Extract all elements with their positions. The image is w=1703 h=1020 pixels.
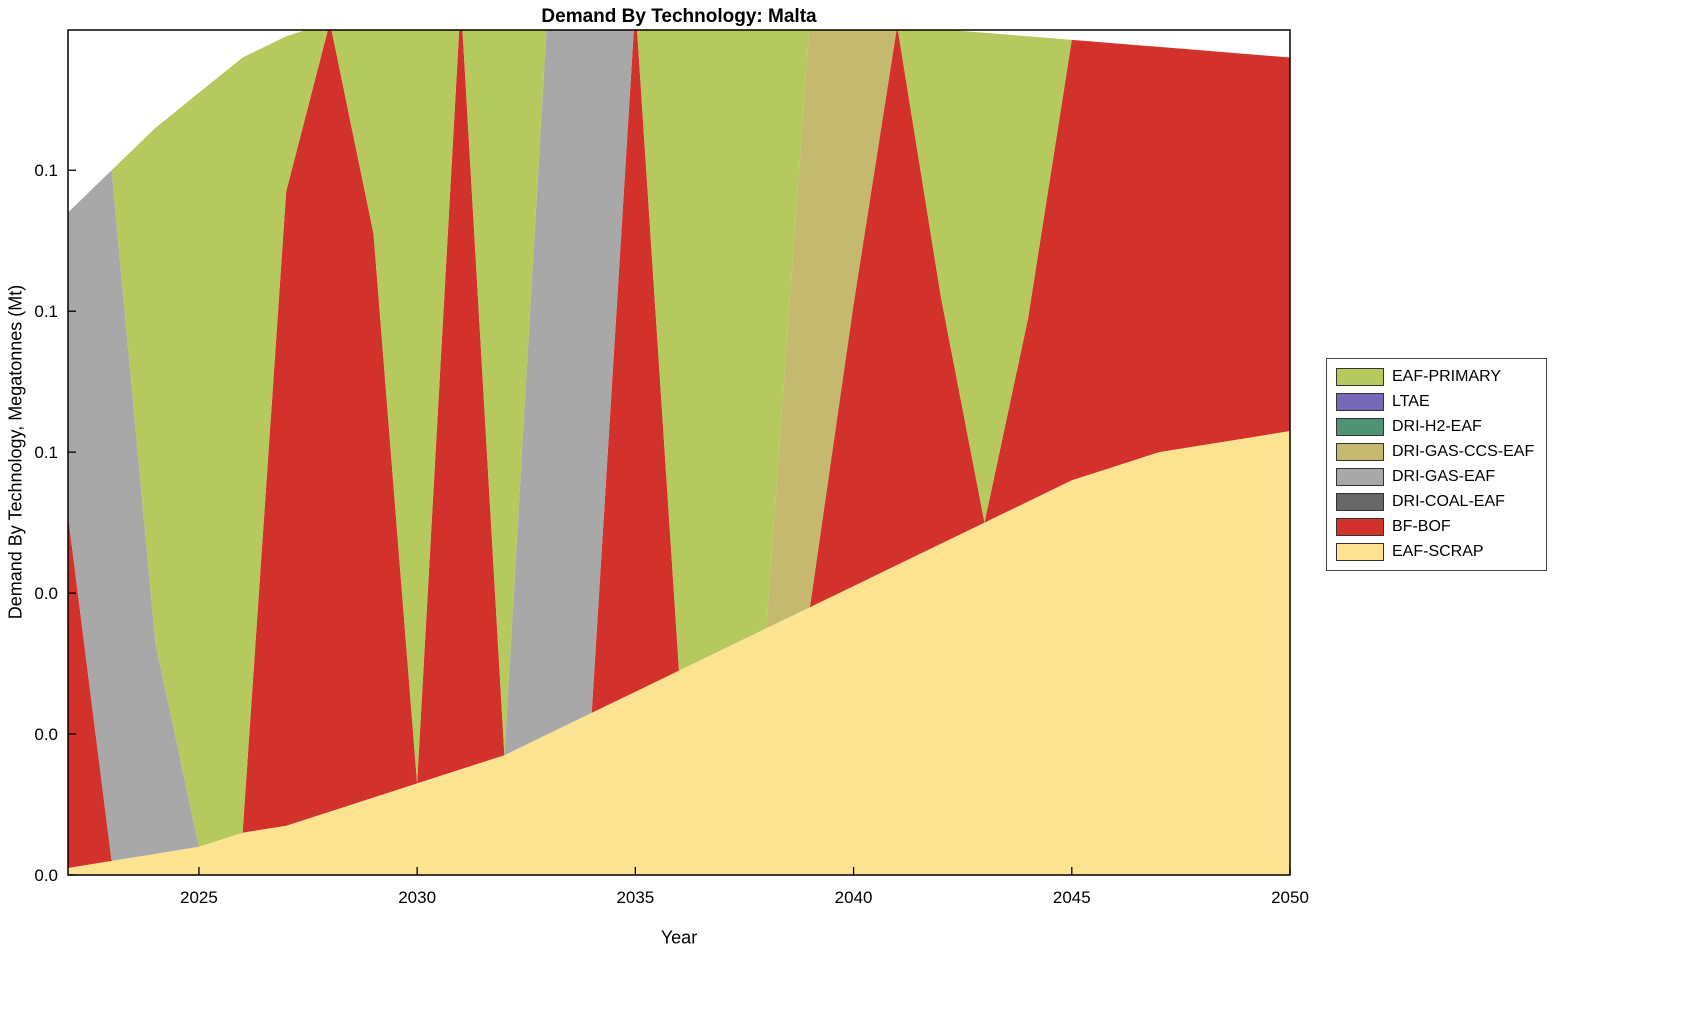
legend-item-bf-bof: BF-BOF <box>1336 518 1534 536</box>
legend-label: EAF-PRIMARY <box>1392 368 1502 385</box>
legend-label: LTAE <box>1392 393 1430 410</box>
legend-swatch-icon <box>1336 393 1384 411</box>
legend-swatch-icon <box>1336 443 1384 461</box>
legend-label: EAF-SCRAP <box>1392 543 1484 560</box>
legend-swatch-icon <box>1336 418 1384 436</box>
legend-swatch-icon <box>1336 493 1384 511</box>
legend-item-dri-h2-eaf: DRI-H2-EAF <box>1336 418 1534 436</box>
legend-label: DRI-H2-EAF <box>1392 418 1482 435</box>
area-eaf-primary <box>68 30 1290 847</box>
x-tick-label: 2030 <box>398 888 436 907</box>
y-tick-label: 0.1 <box>34 161 58 180</box>
legend-swatch-icon <box>1336 543 1384 561</box>
y-tick-label: 0.0 <box>34 866 58 885</box>
legend-item-dri-gas-eaf: DRI-GAS-EAF <box>1336 468 1534 486</box>
legend-swatch-icon <box>1336 368 1384 386</box>
legend-label: DRI-GAS-EAF <box>1392 468 1496 485</box>
legend-item-dri-gas-ccs-eaf: DRI-GAS-CCS-EAF <box>1336 443 1534 461</box>
legend-swatch-icon <box>1336 468 1384 486</box>
legend: EAF-PRIMARY LTAE DRI-H2-EAF DRI-GAS-CCS-EAF… <box>1326 358 1548 571</box>
legend-item-dri-coal-eaf: DRI-COAL-EAF <box>1336 493 1534 511</box>
y-tick-label: 0.0 <box>34 584 58 603</box>
x-tick-label: 2025 <box>180 888 218 907</box>
legend-swatch-icon <box>1336 518 1384 536</box>
chart-title: Demand By Technology: Malta <box>541 6 817 27</box>
legend-label: BF-BOF <box>1392 518 1451 535</box>
area-eaf-scrap <box>68 431 1290 875</box>
x-tick-label: 2050 <box>1271 888 1309 907</box>
legend-label: DRI-COAL-EAF <box>1392 493 1505 510</box>
legend-item-ltae: LTAE <box>1336 393 1534 411</box>
area-bf-bof <box>68 30 1290 868</box>
x-tick-label: 2035 <box>616 888 654 907</box>
y-tick-label: 0.0 <box>34 725 58 744</box>
y-tick-label: 0.1 <box>34 443 58 462</box>
legend-item-eaf-primary: EAF-PRIMARY <box>1336 368 1534 386</box>
y-tick-label: 0.1 <box>34 302 58 321</box>
legend-item-eaf-scrap: EAF-SCRAP <box>1336 543 1534 561</box>
x-tick-label: 2040 <box>835 888 873 907</box>
x-tick-label: 2045 <box>1053 888 1091 907</box>
legend-label: DRI-GAS-CCS-EAF <box>1392 443 1535 460</box>
x-axis-label: Year <box>660 927 698 948</box>
